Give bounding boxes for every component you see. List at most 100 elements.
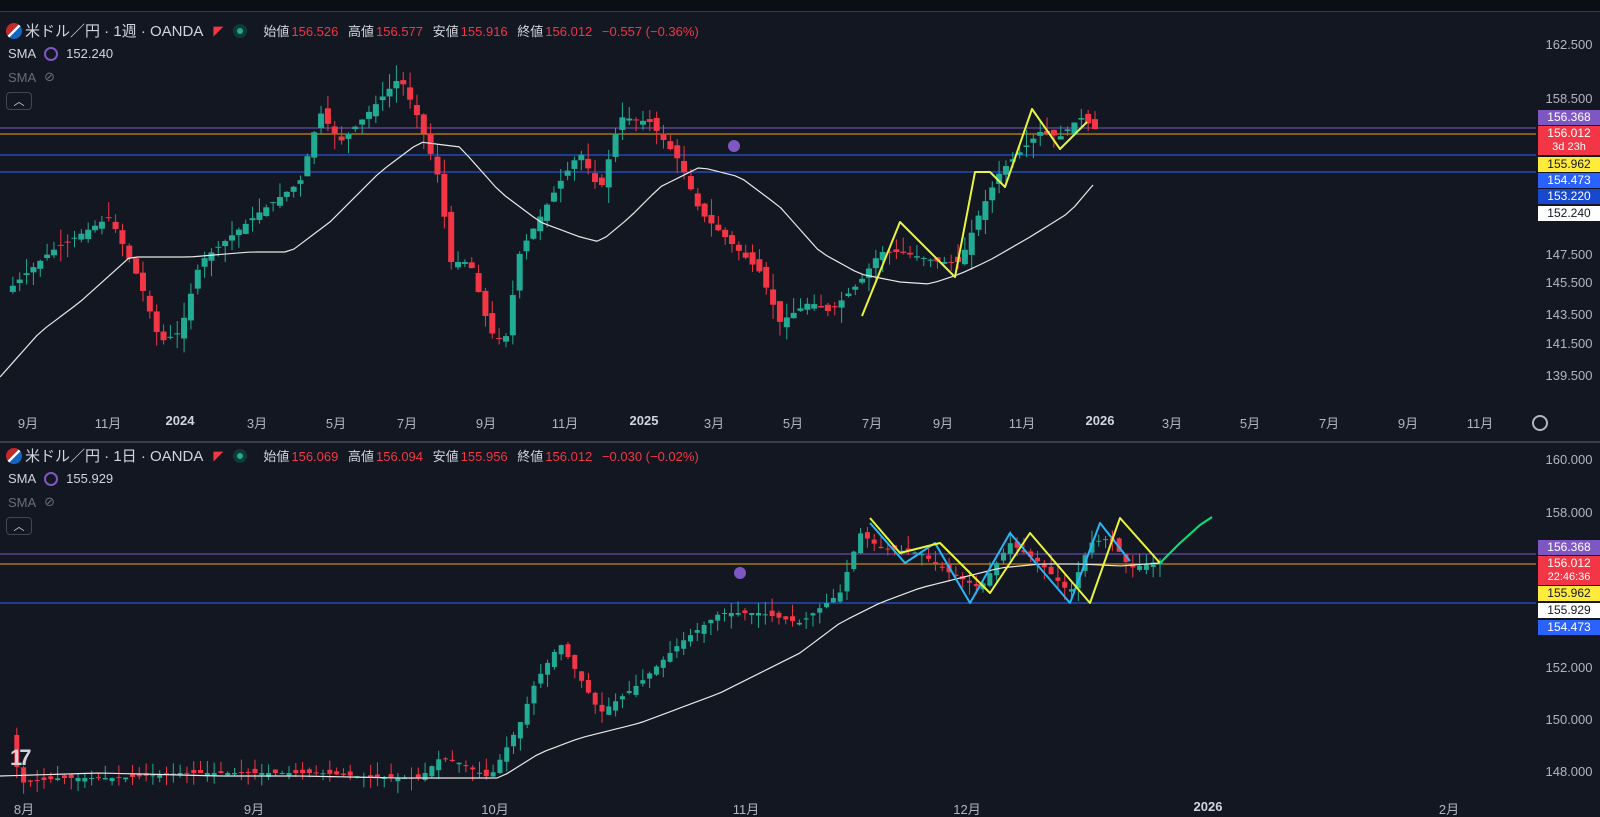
candle-body bbox=[334, 771, 340, 775]
candle-body bbox=[579, 671, 585, 681]
candle-body bbox=[164, 773, 170, 775]
candle-body bbox=[708, 619, 714, 624]
daily-sma-indicator[interactable]: SMA 155.929 bbox=[8, 471, 113, 486]
candle-body bbox=[187, 293, 194, 321]
candle-body bbox=[1137, 565, 1143, 571]
time-tick: 12月 bbox=[953, 802, 981, 817]
candle-body bbox=[749, 613, 755, 616]
candle-body bbox=[578, 154, 585, 161]
time-tick: 9月 bbox=[475, 416, 497, 431]
time-tick: 2月 bbox=[1438, 802, 1460, 817]
candle-body bbox=[708, 214, 715, 224]
candle-body bbox=[324, 108, 331, 124]
time-tick: 9月 bbox=[932, 416, 954, 431]
price-tick: 139.500 bbox=[1545, 368, 1593, 383]
candle-body bbox=[496, 337, 503, 339]
candle-body bbox=[393, 81, 400, 89]
weekly-sma2-indicator[interactable]: SMA ⊘ bbox=[8, 69, 55, 85]
candle-body bbox=[1021, 550, 1027, 553]
candle-body bbox=[126, 245, 133, 259]
event-marker-icon bbox=[734, 567, 746, 579]
pane-separator[interactable] bbox=[0, 441, 1600, 443]
candle-body bbox=[55, 778, 61, 781]
candle-body bbox=[497, 759, 503, 774]
candle-body bbox=[235, 229, 242, 235]
candle-body bbox=[286, 773, 292, 776]
daily-chart-canvas[interactable] bbox=[0, 443, 1600, 817]
weekly-collapse-button[interactable]: ︿ bbox=[6, 92, 32, 110]
candle-body bbox=[482, 290, 489, 317]
market-status-icon[interactable] bbox=[233, 448, 248, 463]
candle-body bbox=[804, 303, 811, 310]
candle-body bbox=[667, 141, 674, 150]
eye-off-icon[interactable]: ⊘ bbox=[44, 494, 56, 509]
candle-body bbox=[572, 654, 578, 669]
eye-off-icon[interactable]: ⊘ bbox=[44, 69, 56, 84]
candle-body bbox=[313, 772, 319, 774]
candle-body bbox=[831, 306, 838, 308]
price-tick: 150.000 bbox=[1545, 712, 1593, 727]
candle-body bbox=[338, 136, 345, 141]
market-status-icon[interactable] bbox=[233, 23, 248, 38]
weekly-sma-indicator[interactable]: SMA 152.240 bbox=[8, 46, 113, 61]
candle-body bbox=[1009, 159, 1016, 162]
candle-body bbox=[1002, 166, 1009, 175]
candle-body bbox=[279, 773, 285, 774]
candle-body bbox=[1000, 552, 1006, 561]
candle-body bbox=[420, 114, 427, 134]
candle-body bbox=[177, 773, 183, 776]
candle-body bbox=[160, 331, 167, 341]
candle-body bbox=[129, 774, 135, 777]
weekly-legend: 米ドル／円 · 1週 · OANDA ◤ 始値 156.526 高値 156.577… bbox=[6, 20, 699, 41]
low-label: 安値 bbox=[432, 449, 459, 464]
candle-body bbox=[871, 539, 877, 544]
candle-body bbox=[204, 773, 210, 777]
candle-body bbox=[386, 88, 393, 97]
candle-body bbox=[550, 192, 557, 202]
candle-body bbox=[388, 774, 394, 778]
flag-marker-icon[interactable]: ◤ bbox=[213, 22, 224, 38]
candle-body bbox=[64, 241, 71, 243]
candle-body bbox=[331, 126, 338, 135]
candle-body bbox=[340, 773, 346, 775]
sma-label: SMA bbox=[8, 471, 37, 486]
candle-body bbox=[359, 119, 366, 125]
time-tick: 5月 bbox=[782, 416, 804, 431]
candle-body bbox=[184, 772, 190, 774]
candle-body bbox=[249, 218, 256, 221]
gear-icon[interactable] bbox=[1532, 415, 1548, 431]
weekly-chart-pane[interactable]: 米ドル／円 · 1週 · OANDA ◤ 始値 156.526 高値 156.577… bbox=[0, 12, 1600, 441]
candle-body bbox=[229, 235, 236, 241]
sma-cycle-icon bbox=[44, 46, 59, 61]
candle-body bbox=[516, 253, 523, 291]
candle-body bbox=[694, 630, 700, 633]
weekly-symbol-title[interactable]: 米ドル／円 · 1週 · OANDA bbox=[25, 23, 204, 40]
candle-body bbox=[674, 145, 681, 159]
candle-body bbox=[1055, 577, 1061, 581]
candle-body bbox=[318, 113, 325, 129]
candle-body bbox=[932, 562, 938, 564]
tradingview-logo[interactable]: 17 bbox=[10, 745, 32, 770]
sma-price-badge: 155.929 bbox=[1538, 603, 1600, 618]
weekly-chart-canvas[interactable] bbox=[0, 12, 1600, 441]
daily-symbol-title[interactable]: 米ドル／円 · 1日 · OANDA bbox=[25, 448, 204, 465]
candle-body bbox=[886, 251, 893, 253]
candle-body bbox=[48, 776, 54, 780]
candle-body bbox=[770, 289, 777, 305]
daily-collapse-button[interactable]: ︿ bbox=[6, 517, 32, 535]
daily-chart-pane[interactable]: 米ドル／円 · 1日 · OANDA ◤ 始値 156.069 高値 156.094… bbox=[0, 443, 1600, 817]
candle-body bbox=[729, 235, 735, 244]
candle-body bbox=[232, 773, 238, 775]
candle-body bbox=[530, 228, 537, 239]
candle-body bbox=[422, 772, 428, 780]
candle-body bbox=[982, 201, 989, 220]
candle-body bbox=[606, 706, 612, 715]
flag-marker-icon[interactable]: ◤ bbox=[213, 447, 224, 463]
candle-body bbox=[283, 191, 290, 197]
candle-body bbox=[395, 778, 401, 782]
candle-body bbox=[1007, 543, 1013, 554]
candle-body bbox=[222, 241, 229, 247]
support-line-2-price-badge: 153.220 bbox=[1538, 189, 1600, 204]
daily-sma2-indicator[interactable]: SMA ⊘ bbox=[8, 494, 55, 510]
candle-body bbox=[95, 777, 101, 779]
